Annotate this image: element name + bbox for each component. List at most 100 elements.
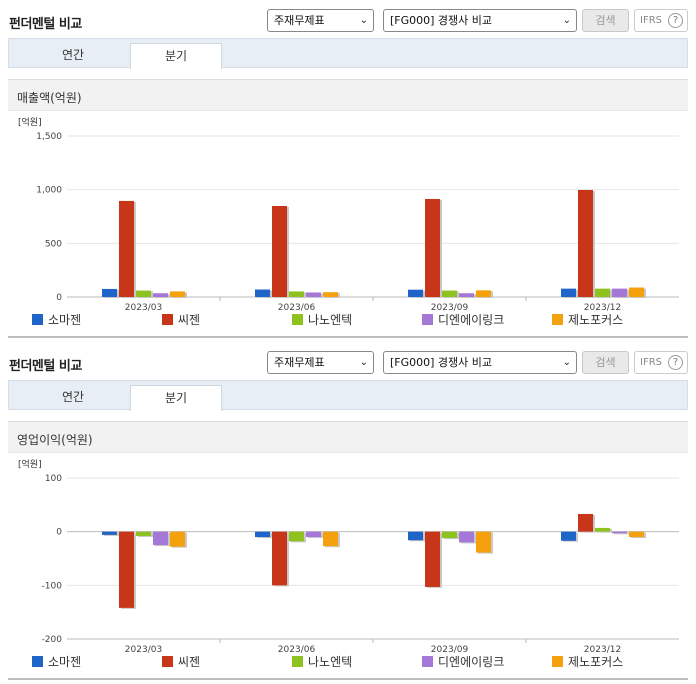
legend-item-genofocus[interactable]: 제노포커스 (552, 655, 623, 669)
panel-header: 펀더멘털 비교 주재무제표 ⌄ [FG000] 경쟁사 비교 ⌄ 검색 IFRS… (0, 342, 696, 380)
chevron-down-icon: ⌄ (562, 15, 571, 26)
x-tick-label: 2023/12 (584, 303, 621, 311)
bar (612, 288, 627, 297)
bar (170, 531, 185, 547)
y-tick-label: -200 (42, 635, 63, 645)
revenue-bar-chart: [억원] 0 500 1,000 1,500 2023/03 2023/06 2023/09… (18, 116, 679, 311)
legend-item-nanoentek[interactable]: 나노엔텍 (292, 655, 352, 669)
legend-item-genofocus[interactable]: 제노포커스 (552, 313, 623, 327)
legend-item-nanoentek[interactable]: 나노엔텍 (292, 313, 352, 327)
bar (578, 189, 593, 297)
y-tick-label: 1,500 (36, 132, 62, 142)
peer-group-value: [FG000] 경쟁사 비교 (390, 14, 493, 27)
legend-label: 제노포커스 (568, 313, 624, 327)
legend-swatch (162, 656, 173, 667)
bar (153, 531, 168, 546)
metric-title: 영업이익(억원) (17, 433, 93, 447)
bar (323, 292, 338, 297)
bar (153, 293, 168, 297)
search-button[interactable]: 검색 (582, 9, 629, 32)
chart-legend: 소마젠 씨젠 나노엔텍 디엔에이링크 제노포커스 (0, 655, 696, 673)
bar (323, 531, 338, 547)
legend-item-dnalink[interactable]: 디엔에이링크 (422, 655, 504, 669)
ifrs-help-button[interactable]: IFRS ? (634, 9, 688, 32)
tab-annual[interactable]: 연간 (61, 390, 85, 404)
tab-quarterly[interactable]: 분기 (130, 43, 222, 69)
tab-annual[interactable]: 연간 (61, 48, 85, 62)
x-tick-label: 2023/09 (431, 303, 469, 311)
y-tick-label: 0 (56, 528, 62, 538)
legend-swatch (162, 314, 173, 325)
legend-swatch (552, 656, 563, 667)
bar (289, 531, 304, 542)
bar (119, 200, 134, 297)
bar (119, 531, 134, 608)
legend-label: 디엔에이링크 (438, 655, 505, 669)
legend-label: 디엔에이링크 (438, 313, 505, 327)
chart-legend: 소마젠 씨젠 나노엔텍 디엔에이링크 제노포커스 (0, 313, 696, 331)
y-tick-label: 1,000 (36, 186, 62, 196)
bar (272, 531, 287, 586)
legend-label: 씨젠 (178, 313, 201, 327)
bar (612, 531, 627, 534)
ifrs-label: IFRS (640, 15, 662, 26)
tab-quarterly[interactable]: 분기 (130, 385, 222, 411)
bar (170, 291, 185, 297)
legend-item-somagen[interactable]: 소마젠 (32, 313, 81, 327)
y-tick-label: -100 (42, 581, 63, 591)
panel-divider (8, 336, 688, 338)
fundamental-compare-panel-operating-profit: 펀더멘털 비교 주재무제표 ⌄ [FG000] 경쟁사 비교 ⌄ 검색 IFRS… (0, 342, 696, 684)
y-axis-unit-label: [억원] (18, 116, 42, 128)
legend-item-somagen[interactable]: 소마젠 (32, 655, 81, 669)
panel-title: 펀더멘털 비교 (9, 17, 82, 32)
x-tick-label: 2023/03 (125, 303, 162, 311)
statement-type-select[interactable]: 주재무제표 ⌄ (267, 351, 374, 374)
statement-type-value: 주재무제표 (274, 14, 325, 27)
search-button[interactable]: 검색 (582, 351, 629, 374)
legend-item-seegene[interactable]: 씨젠 (162, 655, 200, 669)
x-tick-label: 2023/06 (278, 303, 316, 311)
legend-label: 소마젠 (48, 313, 82, 327)
question-icon: ? (668, 13, 683, 28)
bar (255, 289, 270, 297)
panel-title: 펀더멘털 비교 (9, 359, 82, 374)
ifrs-help-button[interactable]: IFRS ? (634, 351, 688, 374)
chevron-down-icon: ⌄ (359, 357, 368, 368)
bar (408, 531, 423, 541)
legend-label: 씨젠 (178, 655, 201, 669)
bar (476, 531, 491, 553)
chevron-down-icon: ⌄ (562, 357, 571, 368)
bar (425, 199, 440, 297)
bar (442, 290, 457, 297)
bar (272, 205, 287, 297)
question-icon: ? (668, 355, 683, 370)
bar (306, 292, 321, 297)
operating-profit-bar-chart: [억원] -200 -100 0 100 2023/03 2023/06 2023/09 20… (18, 458, 679, 653)
peer-group-select[interactable]: [FG000] 경쟁사 비교 ⌄ (383, 9, 577, 32)
y-axis-unit-label: [억원] (18, 458, 42, 470)
x-tick-label: 2023/03 (125, 645, 162, 653)
peer-group-select[interactable]: [FG000] 경쟁사 비교 ⌄ (383, 351, 577, 374)
bar (255, 531, 270, 538)
legend-swatch (552, 314, 563, 325)
bar (425, 531, 440, 587)
metric-header: 매출액(억원) (8, 79, 688, 111)
bar (102, 531, 117, 535)
bar (561, 531, 576, 541)
statement-type-select[interactable]: 주재무제표 ⌄ (267, 9, 374, 32)
y-tick-label: 0 (56, 293, 62, 303)
x-tick-label: 2023/12 (584, 645, 621, 653)
bar (578, 513, 593, 532)
bar (136, 531, 151, 536)
legend-item-seegene[interactable]: 씨젠 (162, 313, 200, 327)
x-tick-label: 2023/09 (431, 645, 469, 653)
panel-divider (8, 678, 688, 680)
legend-swatch (292, 314, 303, 325)
chevron-down-icon: ⌄ (359, 15, 368, 26)
peer-group-value: [FG000] 경쟁사 비교 (390, 356, 493, 369)
legend-item-dnalink[interactable]: 디엔에이링크 (422, 313, 504, 327)
bar (459, 293, 474, 297)
legend-swatch (292, 656, 303, 667)
panel-header: 펀더멘털 비교 주재무제표 ⌄ [FG000] 경쟁사 비교 ⌄ 검색 IFRS… (0, 0, 696, 38)
bar (629, 287, 644, 297)
